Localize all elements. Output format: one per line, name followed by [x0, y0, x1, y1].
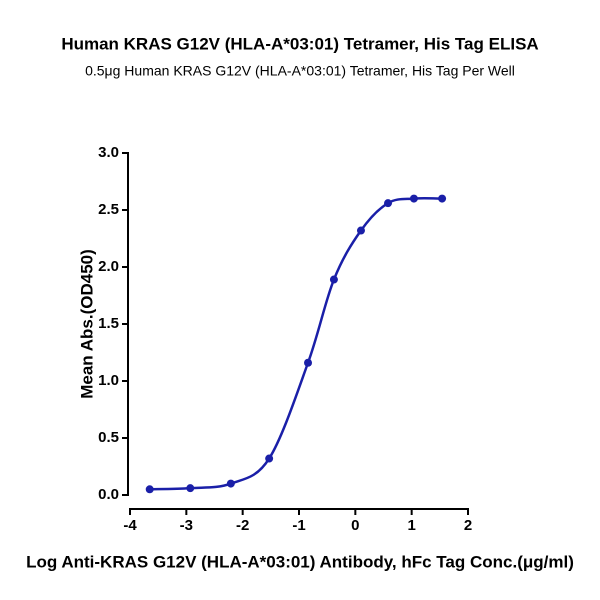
- chart-title: Human KRAS G12V (HLA-A*03:01) Tetramer, …: [61, 34, 538, 53]
- x-tick-label: 1: [407, 517, 415, 534]
- y-tick-label: 3.0: [98, 144, 119, 161]
- x-tick-label: 2: [464, 517, 472, 534]
- x-tick-label: -4: [123, 517, 137, 534]
- data-point: [409, 194, 418, 203]
- data-point: [186, 484, 195, 493]
- y-tick-label: 0.5: [98, 429, 119, 446]
- x-tick-label: 0: [351, 517, 359, 534]
- fit-curve: [149, 197, 443, 491]
- data-point: [265, 454, 274, 463]
- data-point: [438, 194, 447, 203]
- data-point: [384, 199, 393, 208]
- x-tick-label: -2: [236, 517, 249, 534]
- data-point: [356, 226, 365, 235]
- chart-subtitle: 0.5μg Human KRAS G12V (HLA-A*03:01) Tetr…: [85, 63, 515, 79]
- y-tick-label: 1.0: [98, 372, 119, 389]
- x-tick-label: -3: [180, 517, 193, 534]
- y-tick-label: 2.0: [98, 258, 119, 275]
- data-point: [145, 485, 154, 494]
- x-tick-label: -1: [292, 517, 305, 534]
- y-tick-label: 2.5: [98, 201, 119, 218]
- y-axis-label: Mean Abs.(OD450): [77, 249, 96, 399]
- data-point: [329, 275, 338, 284]
- data-point: [226, 479, 235, 488]
- x-axis-label: Log Anti-KRAS G12V (HLA-A*03:01) Antibod…: [26, 552, 574, 571]
- y-tick-label: 1.5: [98, 315, 119, 332]
- y-tick-label: 0.0: [98, 486, 119, 503]
- data-point: [304, 358, 313, 367]
